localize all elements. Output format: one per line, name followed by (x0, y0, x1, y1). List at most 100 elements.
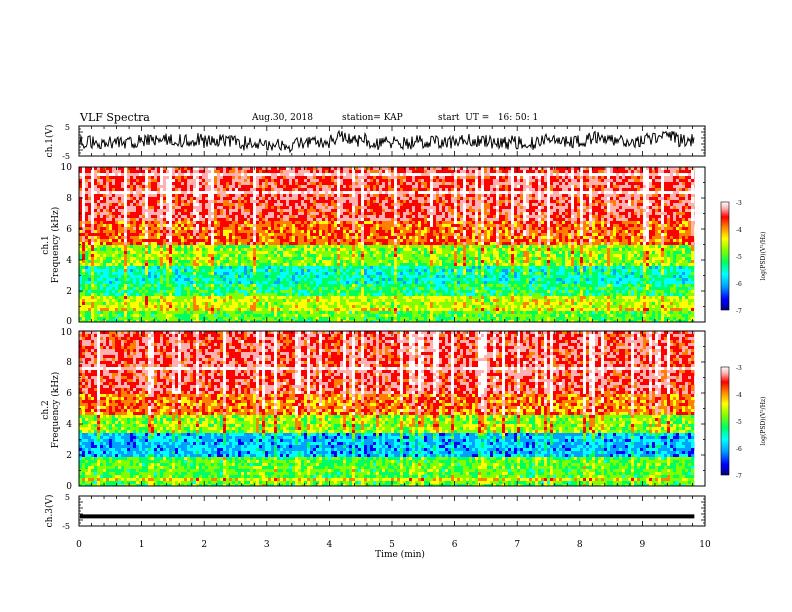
spectrogram-cell (439, 179, 442, 182)
spectrogram-cell (550, 173, 553, 176)
spectrogram-cell (490, 173, 493, 176)
spectrogram-cell (91, 191, 94, 194)
spectrogram-cell (397, 173, 400, 176)
spectrogram-cell (322, 182, 325, 185)
spectrogram-cell (229, 191, 232, 194)
spectrogram-cell (196, 176, 199, 179)
spectrogram-cell (370, 179, 373, 182)
spectrogram-cell (514, 176, 517, 179)
spectrogram-cell (583, 176, 586, 179)
spectrogram-cell (361, 170, 364, 173)
spectrogram-cell (373, 170, 376, 173)
spectrogram-cell (391, 182, 394, 185)
spectrogram-cell (658, 185, 661, 188)
spectrogram-cell (556, 185, 559, 188)
spectrogram-cell (580, 173, 583, 176)
spectrogram-cell (124, 176, 127, 179)
spectrogram-cell (655, 182, 658, 185)
spectrogram-cell (409, 185, 412, 188)
spectrogram-cell (313, 173, 316, 176)
spectrogram-cell (403, 173, 406, 176)
spectrogram-cell (361, 179, 364, 182)
spectrogram-cell (568, 182, 571, 185)
spectrogram-cell (145, 179, 148, 182)
spectrogram-cell (427, 188, 430, 191)
spectrogram-cell (289, 179, 292, 182)
spectrogram-cell (271, 170, 274, 173)
spectrogram-cell (145, 170, 148, 173)
spectrogram-cell (124, 185, 127, 188)
spectrogram-cell (379, 179, 382, 182)
spectrogram-cell (292, 176, 295, 179)
spectrogram-cell (280, 185, 283, 188)
spectrogram-cell (115, 176, 118, 179)
spectrogram-cell (577, 173, 580, 176)
spectrogram-cell (352, 182, 355, 185)
spectrogram-cell (664, 176, 667, 179)
spectrogram-cell (208, 179, 211, 182)
spectrogram-cell (643, 182, 646, 185)
spectrogram-cell (493, 176, 496, 179)
spectrogram-cell (655, 170, 658, 173)
spectrogram-cell (175, 188, 178, 191)
spectrogram-cell (304, 179, 307, 182)
spectrogram-cell (691, 188, 694, 191)
spectrogram-cell (457, 185, 460, 188)
spectrogram-cell (277, 176, 280, 179)
spectrogram-cell (457, 188, 460, 191)
spectrogram-cell (574, 188, 577, 191)
spectrogram-cell (184, 188, 187, 191)
spectrogram-cell (400, 170, 403, 173)
spectrogram-cell (160, 182, 163, 185)
spectrogram-cell (559, 173, 562, 176)
spectrogram-cell (661, 170, 664, 173)
spectrogram-cell (379, 173, 382, 176)
spectrogram-cell (118, 191, 121, 194)
spectrogram-cell (445, 173, 448, 176)
spectrogram-cell (430, 185, 433, 188)
spectrogram-cell (598, 185, 601, 188)
spectrogram-cell (139, 176, 142, 179)
spectrogram-cell (334, 176, 337, 179)
spectrogram-cell (670, 179, 673, 182)
spectrogram-cell (508, 188, 511, 191)
spectrogram-cell (301, 182, 304, 185)
spectrogram-cell (475, 170, 478, 173)
spectrogram-cell (271, 185, 274, 188)
spectrogram-cell (331, 170, 334, 173)
spectrogram-cell (112, 191, 115, 194)
spectrogram-cell (103, 173, 106, 176)
spectrogram-cell (340, 176, 343, 179)
spectrogram-cell (631, 185, 634, 188)
spectrogram-cell (439, 170, 442, 173)
spectrogram-cell (409, 188, 412, 191)
spectrogram-cell (445, 182, 448, 185)
spectrogram-cell (130, 173, 133, 176)
spectrogram-cell (595, 185, 598, 188)
spectrogram-cell (562, 188, 565, 191)
spectrogram-cell (439, 182, 442, 185)
spectrogram-cell (178, 173, 181, 176)
spectrogram-cell (565, 170, 568, 173)
spectrogram-cell (688, 176, 691, 179)
spectrogram-cell (295, 182, 298, 185)
spectrogram-cell (289, 185, 292, 188)
spectrogram-cell (145, 188, 148, 191)
spectrogram-cell (454, 173, 457, 176)
spectrogram-cell (178, 182, 181, 185)
spectrogram-cell (211, 176, 214, 179)
spectrogram-cell (103, 185, 106, 188)
spectrogram-cell (424, 176, 427, 179)
spectrogram-cell (136, 191, 139, 194)
spectrogram-cell (133, 173, 136, 176)
spectrogram-cell (451, 170, 454, 173)
spectrogram-cell (622, 173, 625, 176)
spectrogram-cell (535, 173, 538, 176)
spectrogram-cell (349, 170, 352, 173)
spectrogram-cell (211, 188, 214, 191)
spectrogram-cell (274, 176, 277, 179)
spectrogram-cell (286, 173, 289, 176)
spectrogram-cell (436, 185, 439, 188)
spectrogram-cell (313, 182, 316, 185)
spectrogram-cell (325, 185, 328, 188)
